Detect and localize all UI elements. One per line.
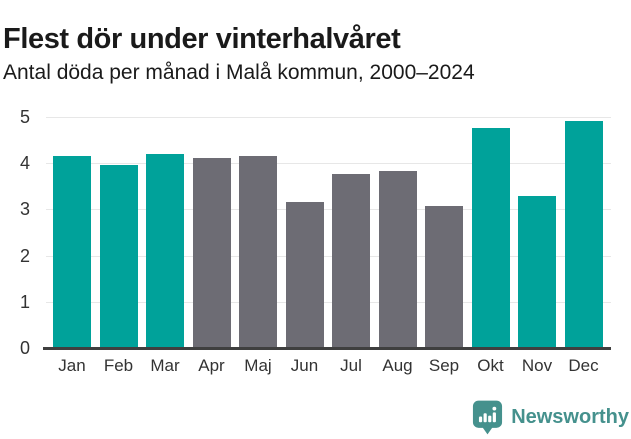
plot-area	[40, 117, 611, 350]
bar-aug	[378, 170, 417, 348]
gridline-4	[46, 163, 611, 165]
x-tick-label-aug: Aug	[382, 356, 413, 375]
x-axis-line	[43, 347, 611, 350]
bar-jan	[53, 155, 91, 348]
newsworthy-logo[interactable]: Newsworthy	[472, 399, 629, 436]
chart-title: Flest dör under vinterhalvåret	[3, 23, 401, 56]
gridline-5	[46, 117, 611, 118]
bar-maj	[239, 155, 277, 348]
bar-feb	[99, 165, 138, 348]
gridline-2	[46, 255, 611, 257]
x-tick-label-jun: Jun	[290, 356, 319, 375]
y-axis: 0 1 2 3 4 5	[0, 107, 30, 358]
x-tick-label-feb: Feb	[103, 356, 134, 375]
x-tick-label-jul: Jul	[340, 356, 362, 375]
chart-subtitle: Antal döda per månad i Malå kommun, 2000…	[3, 61, 475, 84]
y-tick-label-4: 4	[19, 153, 30, 174]
x-tick-label-maj: Maj	[244, 356, 272, 375]
x-tick-label-sep: Sep	[428, 356, 460, 375]
x-axis-labels: Jan Feb Mar Apr Maj Jun Jul Aug Sep Okt Nov Dec	[40, 356, 624, 376]
bar-jul	[332, 174, 370, 348]
gridline-3	[46, 209, 611, 211]
bars	[40, 117, 611, 348]
x-tick-label-dec: Dec	[568, 356, 599, 375]
y-tick-label-0: 0	[19, 338, 30, 358]
y-tick-label-1: 1	[19, 291, 30, 312]
x-tick-label-okt: Okt	[477, 356, 504, 375]
bar-sep	[425, 205, 463, 348]
newsworthy-pin-barchart-icon	[473, 400, 503, 435]
x-tick-label-nov: Nov	[521, 356, 553, 375]
bar-okt	[471, 128, 510, 348]
gridline-1	[46, 301, 611, 303]
brand-name: Newsworthy	[511, 406, 629, 428]
pin-shape	[473, 400, 503, 435]
y-tick-label-2: 2	[19, 245, 30, 266]
x-tick-label-jan: Jan	[58, 356, 86, 375]
bar-nov	[518, 196, 556, 348]
x-tick-label-apr: Apr	[198, 356, 225, 375]
bar-mar	[146, 153, 184, 348]
y-tick-label-5: 5	[19, 107, 30, 127]
bar-dec	[564, 120, 603, 348]
bar-jun	[285, 202, 324, 348]
bar-apr	[192, 157, 231, 348]
y-tick-label-3: 3	[19, 199, 30, 220]
x-tick-label-mar: Mar	[150, 356, 180, 375]
